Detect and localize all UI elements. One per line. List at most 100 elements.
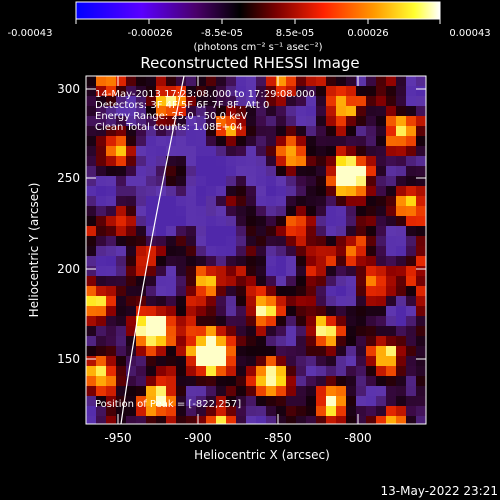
image-pixel: [176, 296, 186, 306]
image-pixel: [106, 206, 116, 216]
image-pixel: [146, 126, 156, 136]
image-pixel: [306, 356, 316, 366]
image-pixel: [236, 76, 246, 86]
image-pixel: [386, 416, 396, 424]
image-pixel: [296, 166, 306, 176]
image-pixel: [346, 416, 356, 424]
image-pixel: [96, 276, 106, 286]
image-pixel: [266, 216, 276, 226]
image-pixel: [266, 96, 276, 106]
image-pixel: [286, 216, 296, 226]
image-pixel: [406, 186, 416, 196]
image-pixel: [316, 206, 326, 216]
image-pixel: [256, 336, 266, 346]
image-pixel: [216, 96, 226, 106]
image-pixel: [226, 176, 236, 186]
image-pixel: [366, 126, 376, 136]
image-pixel: [206, 96, 216, 106]
image-pixel: [86, 386, 96, 396]
image-pixel: [146, 416, 156, 424]
image-pixel: [146, 116, 156, 126]
image-pixel: [296, 246, 306, 256]
image-pixel: [186, 316, 196, 326]
image-pixel: [236, 316, 246, 326]
image-pixel: [326, 296, 336, 306]
image-pixel: [106, 156, 116, 166]
image-pixel: [376, 116, 386, 126]
image-pixel: [116, 396, 126, 406]
image-pixel: [376, 276, 386, 286]
image-pixel: [266, 386, 276, 396]
image-pixel: [356, 116, 366, 126]
image-pixel: [316, 246, 326, 256]
image-pixel: [246, 246, 256, 256]
image-pixel: [166, 76, 176, 86]
image-pixel: [186, 346, 196, 356]
image-pixel: [156, 286, 166, 296]
image-pixel: [126, 206, 136, 216]
image-pixel: [156, 266, 166, 276]
image-pixel: [96, 386, 106, 396]
image-pixel: [186, 146, 196, 156]
image-pixel: [166, 126, 176, 136]
image-pixel: [296, 406, 306, 416]
image-pixel: [276, 316, 286, 326]
image-pixel: [236, 166, 246, 176]
image-pixel: [416, 396, 426, 406]
image-pixel: [266, 126, 276, 136]
image-pixel: [186, 356, 196, 366]
image-pixel: [316, 366, 326, 376]
image-pixel: [326, 146, 336, 156]
image-pixel: [186, 106, 196, 116]
image-pixel: [146, 136, 156, 146]
image-pixel: [316, 226, 326, 236]
image-pixel: [306, 386, 316, 396]
image-pixel: [336, 196, 346, 206]
image-pixel: [266, 346, 276, 356]
image-pixel: [306, 266, 316, 276]
image-pixel: [106, 146, 116, 156]
image-pixel: [276, 146, 286, 156]
image-pixel: [356, 226, 366, 236]
image-pixel: [336, 226, 346, 236]
image-pixel: [206, 236, 216, 246]
image-pixel: [306, 76, 316, 86]
image-pixel: [236, 416, 246, 424]
image-pixel: [156, 396, 166, 406]
image-pixel: [276, 416, 286, 424]
image-pixel: [126, 376, 136, 386]
image-pixel: [196, 296, 206, 306]
image-pixel: [196, 116, 206, 126]
image-pixel: [136, 336, 146, 346]
image-pixel: [216, 396, 226, 406]
image-pixel: [346, 266, 356, 276]
image-pixel: [396, 346, 406, 356]
image-pixel: [386, 316, 396, 326]
image-pixel: [346, 396, 356, 406]
image-pixel: [166, 336, 176, 346]
image-pixel: [236, 116, 246, 126]
image-pixel: [166, 116, 176, 126]
image-pixel: [166, 186, 176, 196]
image-pixel: [356, 326, 366, 336]
image-pixel: [236, 246, 246, 256]
image-pixel: [306, 396, 316, 406]
image-pixel: [396, 76, 406, 86]
image-pixel: [326, 166, 336, 176]
image-pixel: [86, 176, 96, 186]
image-pixel: [316, 196, 326, 206]
image-pixel: [346, 206, 356, 216]
image-pixel: [156, 306, 166, 316]
image-pixel: [326, 226, 336, 236]
image-pixel: [86, 306, 96, 316]
image-pixel: [156, 366, 166, 376]
image-pixel: [176, 306, 186, 316]
image-pixel: [346, 116, 356, 126]
image-pixel: [196, 376, 206, 386]
image-pixel: [346, 166, 356, 176]
image-pixel: [356, 276, 366, 286]
image-pixel: [86, 216, 96, 226]
image-pixel: [256, 136, 266, 146]
image-pixel: [416, 236, 426, 246]
image-pixel: [236, 396, 246, 406]
